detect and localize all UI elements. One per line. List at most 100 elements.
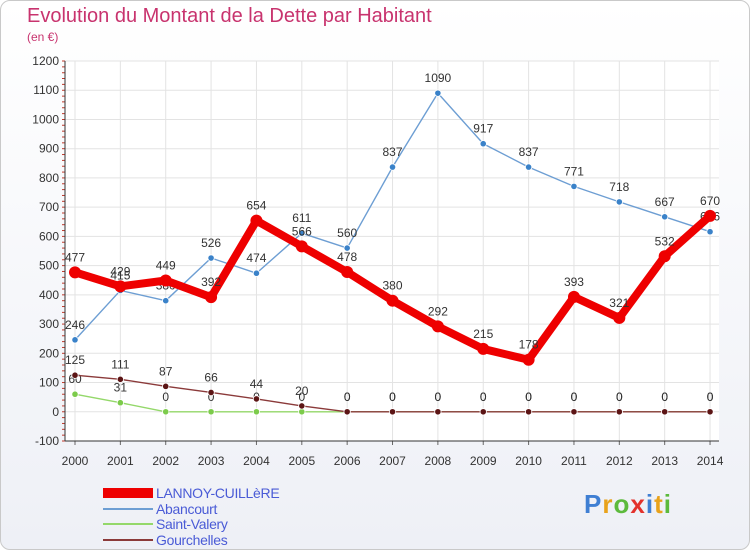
- data-point-abancourt: [524, 163, 533, 171]
- data-point-saint-valery: [71, 390, 79, 398]
- legend-swatch: [103, 523, 153, 525]
- x-tick-label: 2003: [198, 454, 225, 468]
- data-label-abancourt: 474: [246, 251, 266, 265]
- plot-background: [65, 61, 719, 441]
- legend-label: Saint-Valery: [156, 516, 228, 532]
- legend-item-abancourt: Abancourt: [103, 501, 217, 517]
- logo-letter: P: [584, 489, 603, 519]
- data-point-gourchelles: [434, 408, 442, 416]
- legend-label: Gourchelles: [156, 532, 228, 548]
- data-label-saint-valery: 0: [661, 390, 668, 404]
- data-point-lannoy-cuill-re: [205, 291, 218, 304]
- data-label-lannoy-cuill-re: 566: [292, 224, 312, 238]
- data-point-abancourt: [570, 182, 578, 190]
- data-point-gourchelles: [479, 408, 487, 416]
- data-label-lannoy-cuill-re: 321: [609, 296, 629, 310]
- data-label-lannoy-cuill-re: 178: [519, 338, 539, 352]
- y-tick-label: 300: [39, 317, 59, 331]
- x-tick-label: 2001: [107, 454, 134, 468]
- data-point-gourchelles: [615, 408, 623, 416]
- data-point-gourchelles: [570, 408, 578, 416]
- data-label-saint-valery: 0: [616, 390, 623, 404]
- y-tick-label: 1100: [33, 83, 59, 97]
- data-point-lannoy-cuill-re: [114, 280, 127, 293]
- data-point-lannoy-cuill-re: [159, 274, 172, 287]
- data-label-saint-valery: 31: [114, 381, 128, 395]
- logo-letter: i: [645, 489, 655, 519]
- data-label-abancourt: 415: [110, 268, 130, 282]
- data-label-gourchelles: 111: [111, 357, 130, 371]
- chart-title: Evolution du Montant de la Dette par Hab…: [27, 5, 432, 27]
- data-label-abancourt: 837: [383, 145, 403, 159]
- data-label-saint-valery: 0: [480, 390, 487, 404]
- data-label-saint-valery: 0: [389, 390, 396, 404]
- legend-item-saint-valery: Saint-Valery: [103, 516, 228, 532]
- x-tick-label: 2013: [651, 454, 678, 468]
- chart-subtitle: (en €): [27, 30, 59, 44]
- logo-letter: t: [654, 489, 664, 519]
- logo-letter: x: [630, 489, 646, 519]
- data-label-gourchelles: 0: [480, 390, 487, 404]
- data-label-gourchelles: 125: [65, 353, 85, 367]
- data-point-abancourt: [388, 163, 397, 171]
- legend-label: LANNOY-CUILLèRE: [156, 485, 280, 501]
- logo-letter: r: [602, 489, 614, 519]
- data-label-gourchelles: 0: [661, 390, 668, 404]
- data-label-gourchelles: 0: [616, 390, 623, 404]
- data-point-abancourt: [615, 198, 623, 206]
- data-point-lannoy-cuill-re: [69, 266, 81, 279]
- y-tick-label: -100: [35, 434, 59, 448]
- data-label-lannoy-cuill-re: 532: [655, 234, 675, 248]
- legend-swatch: [103, 488, 153, 498]
- y-tick-label: 700: [39, 200, 59, 214]
- data-label-saint-valery: 0: [344, 390, 351, 404]
- data-point-lannoy-cuill-re: [386, 294, 399, 307]
- data-label-abancourt: 917: [473, 122, 493, 136]
- data-label-gourchelles: 20: [295, 384, 309, 398]
- y-tick-label: 0: [52, 405, 59, 419]
- x-tick-label: 2009: [470, 454, 497, 468]
- data-point-gourchelles: [162, 382, 170, 390]
- data-label-lannoy-cuill-re: 670: [700, 194, 720, 208]
- data-point-gourchelles: [524, 408, 533, 416]
- data-point-gourchelles: [661, 408, 669, 416]
- x-tick-label: 2007: [379, 454, 406, 468]
- data-point-abancourt: [479, 140, 487, 148]
- data-label-lannoy-cuill-re: 292: [428, 304, 448, 318]
- data-point-abancourt: [706, 228, 714, 236]
- y-tick-label: 200: [39, 346, 59, 360]
- data-point-lannoy-cuill-re: [522, 353, 535, 366]
- data-point-abancourt: [207, 254, 215, 262]
- data-point-gourchelles: [116, 375, 124, 383]
- data-label-saint-valery: 0: [162, 390, 169, 404]
- data-label-saint-valery: 0: [208, 390, 215, 404]
- data-point-lannoy-cuill-re: [704, 209, 717, 222]
- data-point-lannoy-cuill-re: [250, 214, 263, 227]
- data-label-lannoy-cuill-re: 380: [383, 279, 403, 293]
- data-point-saint-valery: [162, 408, 170, 416]
- y-tick-label: 1000: [32, 112, 59, 126]
- data-point-saint-valery: [116, 399, 124, 407]
- data-point-lannoy-cuill-re: [567, 290, 580, 303]
- data-label-lannoy-cuill-re: 477: [65, 250, 85, 264]
- y-tick-label: 600: [39, 229, 59, 243]
- data-label-gourchelles: 66: [204, 370, 218, 384]
- legend-item-gourchelles: Gourchelles: [103, 532, 228, 548]
- data-label-lannoy-cuill-re: 478: [337, 250, 357, 264]
- data-label-saint-valery: 0: [298, 390, 305, 404]
- data-label-gourchelles: 0: [344, 390, 351, 404]
- data-label-lannoy-cuill-re: 392: [201, 275, 221, 289]
- data-label-abancourt: 1090: [425, 71, 452, 85]
- data-point-abancourt: [162, 297, 170, 305]
- x-tick-label: 2010: [515, 454, 542, 468]
- x-tick-label: 2006: [334, 454, 361, 468]
- data-label-abancourt: 611: [292, 211, 311, 225]
- data-point-gourchelles: [298, 402, 306, 410]
- data-point-abancourt: [661, 213, 669, 221]
- proxiti-logo: Proxiti: [584, 489, 672, 520]
- data-label-lannoy-cuill-re: 449: [156, 259, 176, 273]
- data-label-saint-valery: 0: [571, 390, 578, 404]
- x-tick-label: 2005: [288, 454, 315, 468]
- y-tick-label: 400: [39, 288, 59, 302]
- data-point-lannoy-cuill-re: [431, 320, 444, 333]
